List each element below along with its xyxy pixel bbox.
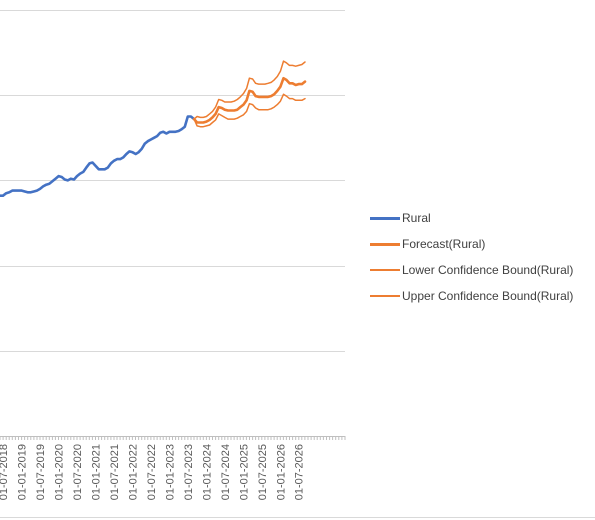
x-tick-label: 01-07-2021 bbox=[109, 444, 121, 500]
legend-label-upper-bound: Upper Confidence Bound(Rural) bbox=[402, 289, 574, 303]
legend: Rural Forecast(Rural) Lower Confidence B… bbox=[370, 205, 573, 309]
x-tick-label: 01-07-2025 bbox=[257, 444, 269, 500]
legend-swatch-lower-bound bbox=[370, 269, 400, 271]
legend-label-forecast: Forecast(Rural) bbox=[402, 237, 486, 251]
x-tick-label: 01-07-2026 bbox=[294, 444, 306, 500]
legend-swatch-upper-bound bbox=[370, 295, 400, 297]
series-line-3 bbox=[193, 60, 306, 120]
x-tick-label: 01-01-2025 bbox=[239, 444, 251, 500]
legend-swatch-rural bbox=[370, 216, 400, 220]
legend-item-lower-bound[interactable]: Lower Confidence Bound(Rural) bbox=[370, 257, 573, 283]
legend-item-forecast[interactable]: Forecast(Rural) bbox=[370, 231, 573, 257]
x-tick-label: 01-01-2023 bbox=[165, 444, 177, 500]
x-tick-label: 01-01-2022 bbox=[128, 444, 140, 500]
x-tick-label: 01-01-2026 bbox=[275, 444, 287, 500]
legend-item-upper-bound[interactable]: Upper Confidence Bound(Rural) bbox=[370, 283, 573, 309]
x-tick-label: 01-07-2022 bbox=[146, 444, 158, 500]
x-tick-label: 01-07-2020 bbox=[72, 444, 84, 500]
gridlines bbox=[0, 10, 345, 352]
x-tick-label: 01-07-2018 bbox=[0, 444, 10, 500]
legend-item-rural[interactable]: Rural bbox=[370, 205, 573, 231]
x-axis: 01-07-2018 01-01-2019 01-07-2019 01-01-2020… bbox=[0, 436, 346, 500]
x-tick-label: 01-01-2019 bbox=[17, 444, 29, 500]
legend-swatch-forecast bbox=[370, 242, 400, 246]
x-tick-label: 01-07-2023 bbox=[183, 444, 195, 500]
chart-border-bottom bbox=[0, 517, 595, 518]
series-group bbox=[0, 60, 307, 197]
series-line-1 bbox=[192, 76, 307, 124]
series-line-0 bbox=[0, 115, 196, 197]
legend-label-rural: Rural bbox=[402, 211, 431, 225]
series-line-2 bbox=[193, 93, 306, 128]
x-tick-label: 01-07-2019 bbox=[35, 444, 47, 500]
x-tick-label: 01-01-2021 bbox=[91, 444, 103, 500]
legend-label-lower-bound: Lower Confidence Bound(Rural) bbox=[402, 263, 574, 277]
x-tick-label: 01-07-2024 bbox=[220, 444, 232, 500]
x-tick-label: 01-01-2020 bbox=[54, 444, 66, 500]
x-tick-label: 01-01-2024 bbox=[201, 444, 213, 500]
